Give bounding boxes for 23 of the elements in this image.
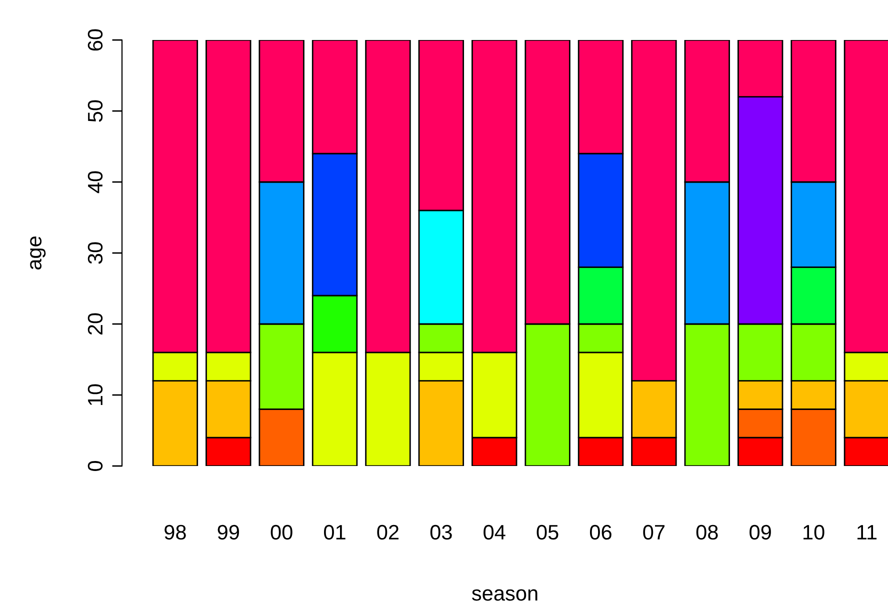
y-tick-label: 20	[88, 313, 103, 335]
x-tick-label: 10	[804, 524, 824, 540]
x-tick-label: 07	[643, 524, 664, 540]
y-tick-label: 10	[88, 384, 103, 405]
x-tick-label: 00	[270, 524, 292, 540]
y-tick-label: 60	[88, 29, 103, 51]
x-tick-label: 02	[377, 524, 399, 540]
x-axis-title: season	[472, 589, 538, 601]
x-tick-label: 11	[857, 525, 877, 540]
x-tick-label: 08	[696, 524, 718, 540]
x-tick-label: 06	[590, 524, 612, 540]
x-tick-label: 09	[750, 524, 771, 540]
x-tick-label: 98	[164, 524, 186, 540]
y-tick-label: 30	[88, 242, 103, 264]
x-tick-label: 05	[536, 524, 558, 540]
y-axis-title: age	[30, 236, 46, 270]
y-tick-label: 50	[88, 100, 103, 122]
x-tick-label: 03	[430, 524, 452, 540]
y-tick-label: 40	[88, 171, 103, 194]
x-tick-label: 04	[484, 524, 506, 540]
x-tick-label: 99	[218, 524, 239, 540]
y-tick-label: 0	[88, 461, 103, 471]
x-tick-label: 01	[324, 524, 346, 540]
